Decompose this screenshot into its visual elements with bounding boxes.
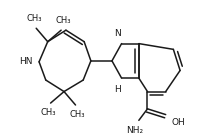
Text: H: H (114, 85, 121, 94)
Text: CH₃: CH₃ (70, 110, 85, 119)
Text: CH₃: CH₃ (27, 14, 42, 23)
Text: N: N (114, 29, 121, 38)
Text: CH₃: CH₃ (55, 16, 71, 25)
Text: CH₃: CH₃ (41, 108, 56, 117)
Text: NH₂: NH₂ (126, 126, 144, 135)
Text: HN: HN (19, 57, 32, 66)
Text: OH: OH (171, 118, 185, 127)
